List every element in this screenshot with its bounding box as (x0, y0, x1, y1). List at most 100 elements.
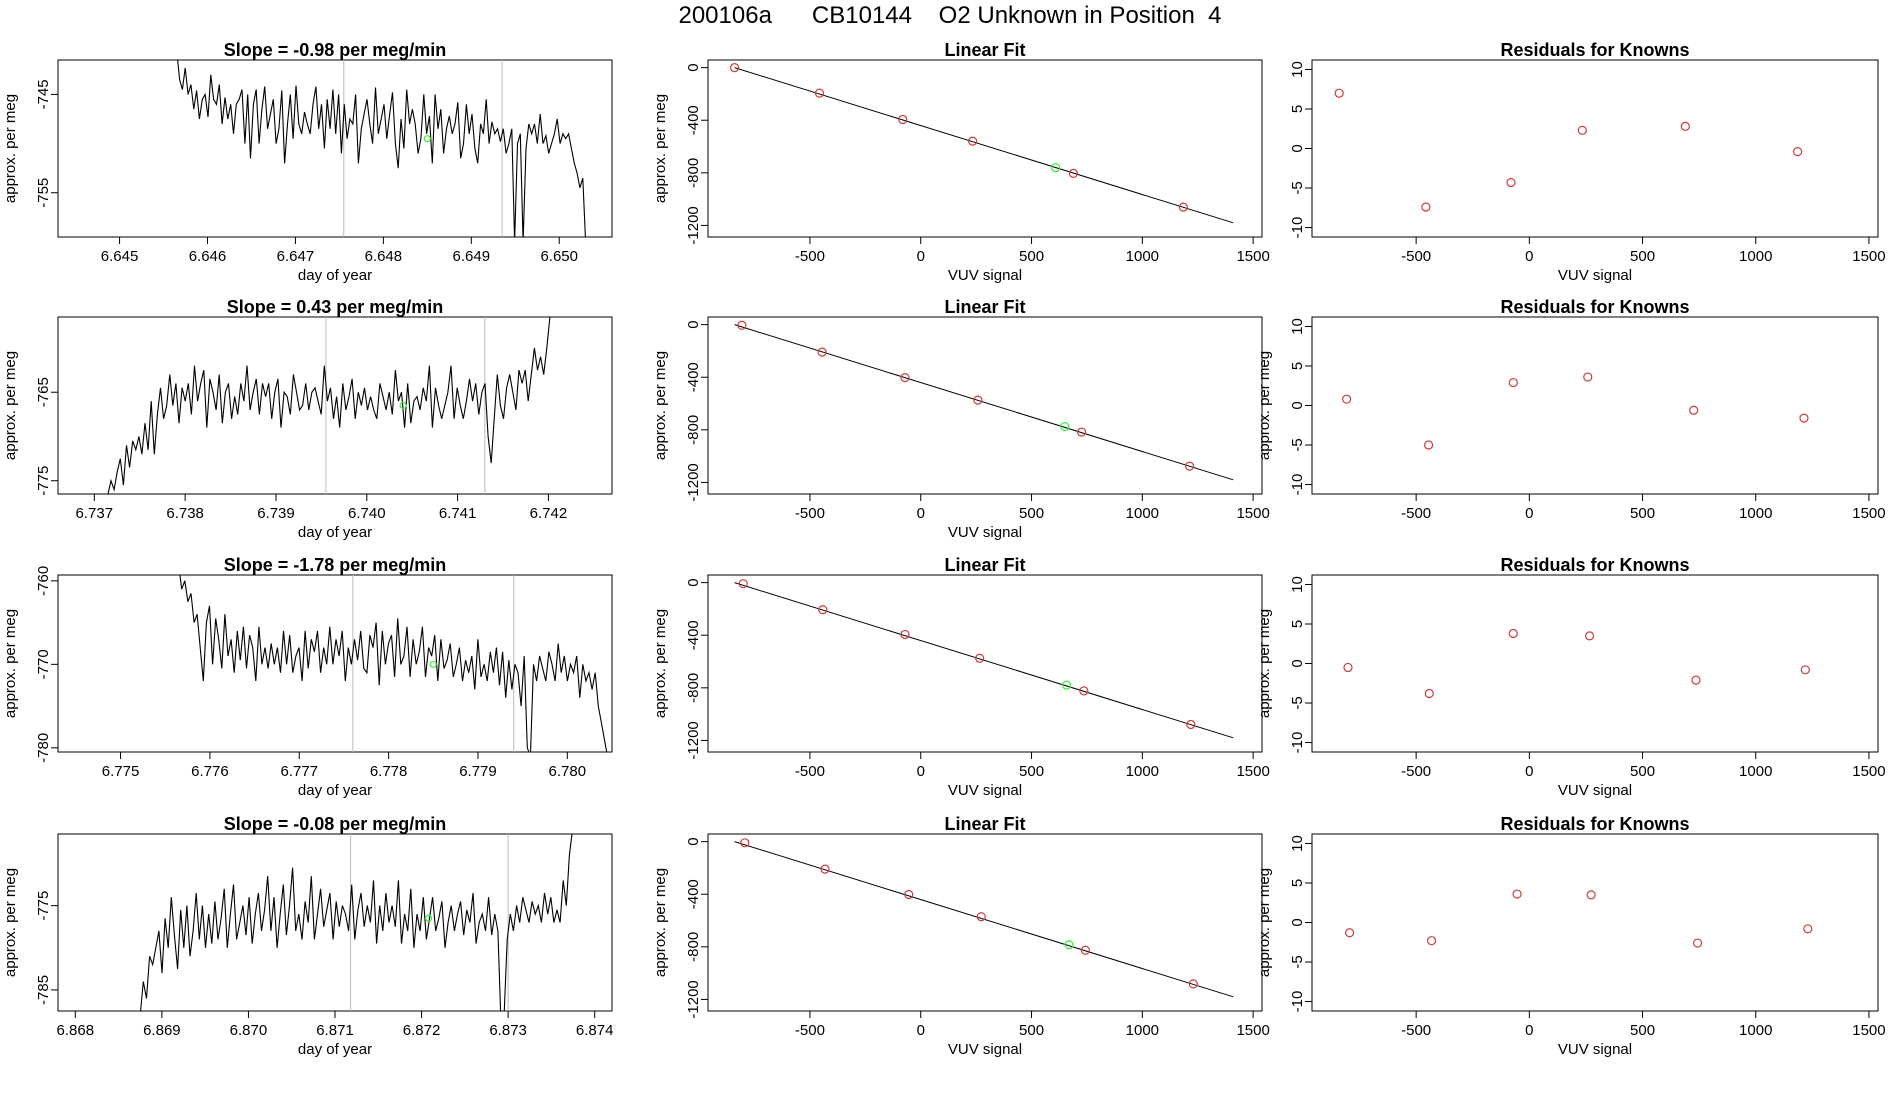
y-tick-label: 5 (1289, 620, 1306, 628)
y-tick-label: 0 (1289, 918, 1306, 926)
known-point (1506, 177, 1516, 188)
plot-area (179, 575, 608, 752)
x-tick-label: 500 (1630, 763, 1655, 780)
known-point (1080, 945, 1090, 955)
y-axis-label: approx. per meg (2, 351, 19, 460)
panel-title: Residuals for Knowns (1500, 814, 1689, 834)
y-tick-label: -780 (35, 733, 52, 763)
x-tick-label: 500 (1019, 505, 1044, 522)
x-tick-label: 1500 (1236, 1022, 1269, 1039)
x-tick-label: 6.776 (191, 763, 229, 780)
x-tick-label: 500 (1630, 248, 1655, 265)
y-tick-label: -800 (685, 673, 702, 703)
plot-frame (57, 59, 613, 238)
y-axis-label: approx. per meg (652, 94, 669, 203)
y-tick-label: 5 (1289, 105, 1306, 113)
x-tick-label: 1000 (1739, 763, 1772, 780)
plot-area (1343, 628, 1810, 699)
known-point (1079, 686, 1089, 696)
known-point (1583, 372, 1593, 382)
panel-title: Residuals for Knowns (1500, 297, 1689, 317)
x-axis-label: day of year (298, 524, 372, 541)
unknown-point (1060, 421, 1070, 432)
y-tick-label: -5 (1289, 696, 1306, 709)
x-tick-label: 1500 (1236, 505, 1269, 522)
x-tick-label: 1500 (1236, 763, 1269, 780)
x-tick-label: 1500 (1236, 248, 1269, 265)
y-tick-label: -1200 (685, 206, 702, 244)
y-tick-label: -770 (35, 649, 52, 679)
x-tick-label: 1500 (1852, 505, 1885, 522)
known-point (820, 864, 830, 874)
highlight-point (423, 135, 431, 143)
x-tick-label: 0 (1525, 505, 1533, 522)
y-tick-label: 0 (685, 837, 702, 845)
plot-area (140, 834, 573, 1011)
panel-title: Slope = -1.78 per meg/min (224, 555, 447, 575)
panel-0-0 (51, 59, 613, 244)
plot-area (734, 320, 1234, 481)
y-tick-label: -745 (35, 79, 52, 109)
plot-area (1344, 889, 1813, 948)
x-axis-label: VUV signal (1558, 782, 1632, 799)
x-tick-label: 1000 (1739, 1022, 1772, 1039)
plot-frame (57, 574, 613, 753)
panel-1-0 (51, 316, 613, 501)
known-point (1068, 168, 1079, 178)
unknown-point (1051, 163, 1061, 173)
plot-frame (707, 316, 1263, 495)
y-tick-label: -5 (1289, 181, 1306, 194)
y-tick-label: -400 (685, 879, 702, 909)
panel-3-1 (701, 833, 1263, 1018)
y-tick-label: 10 (1289, 61, 1306, 78)
panel-0-1 (701, 59, 1263, 244)
x-tick-label: 1000 (1126, 505, 1159, 522)
x-tick-label: 6.873 (489, 1022, 527, 1039)
known-point (967, 136, 978, 146)
x-tick-label: 6.645 (101, 248, 139, 265)
known-point (817, 347, 827, 357)
x-tick-label: 6.647 (277, 248, 315, 265)
y-tick-label: -765 (35, 377, 52, 407)
y-tick-label: -800 (685, 932, 702, 962)
plot-area (734, 579, 1234, 739)
known-point (1178, 202, 1188, 212)
known-point (737, 320, 747, 330)
x-tick-label: 1000 (1126, 248, 1159, 265)
x-tick-label: 1000 (1126, 763, 1159, 780)
series-line (177, 60, 586, 237)
x-tick-label: 0 (1525, 763, 1533, 780)
x-axis-label: day of year (298, 1041, 372, 1058)
panel-title: Linear Fit (944, 297, 1025, 317)
y-tick-label: -400 (685, 362, 702, 392)
x-axis-label: VUV signal (948, 782, 1022, 799)
known-point (900, 373, 910, 383)
y-tick-label: -400 (685, 105, 702, 135)
y-tick-label: 10 (1289, 318, 1306, 335)
x-axis-label: VUV signal (948, 524, 1022, 541)
panel-0-2 (1305, 59, 1879, 244)
known-point (976, 912, 986, 922)
known-point (814, 88, 825, 98)
x-tick-label: 6.742 (530, 505, 568, 522)
y-axis-label: approx. per meg (1256, 351, 1273, 460)
panel-3-0 (51, 833, 613, 1018)
x-tick-label: 0 (917, 505, 925, 522)
unknown-point (1061, 680, 1072, 690)
x-tick-label: -500 (1401, 763, 1431, 780)
y-axis-label: approx. per meg (1256, 868, 1273, 977)
known-point (1689, 405, 1699, 415)
known-point (740, 838, 750, 848)
highlight-point (399, 401, 407, 410)
x-tick-label: 1000 (1739, 505, 1772, 522)
known-point (1508, 628, 1518, 639)
known-point (1186, 719, 1196, 730)
y-axis-label: approx. per meg (2, 868, 19, 977)
x-axis-label: VUV signal (948, 1041, 1022, 1058)
x-tick-label: -500 (1401, 248, 1431, 265)
series-line (140, 834, 573, 1011)
y-axis-label: approx. per meg (652, 351, 669, 460)
y-tick-label: -10 (1289, 732, 1306, 754)
fit-line (734, 582, 1234, 739)
plot-area (107, 317, 551, 494)
